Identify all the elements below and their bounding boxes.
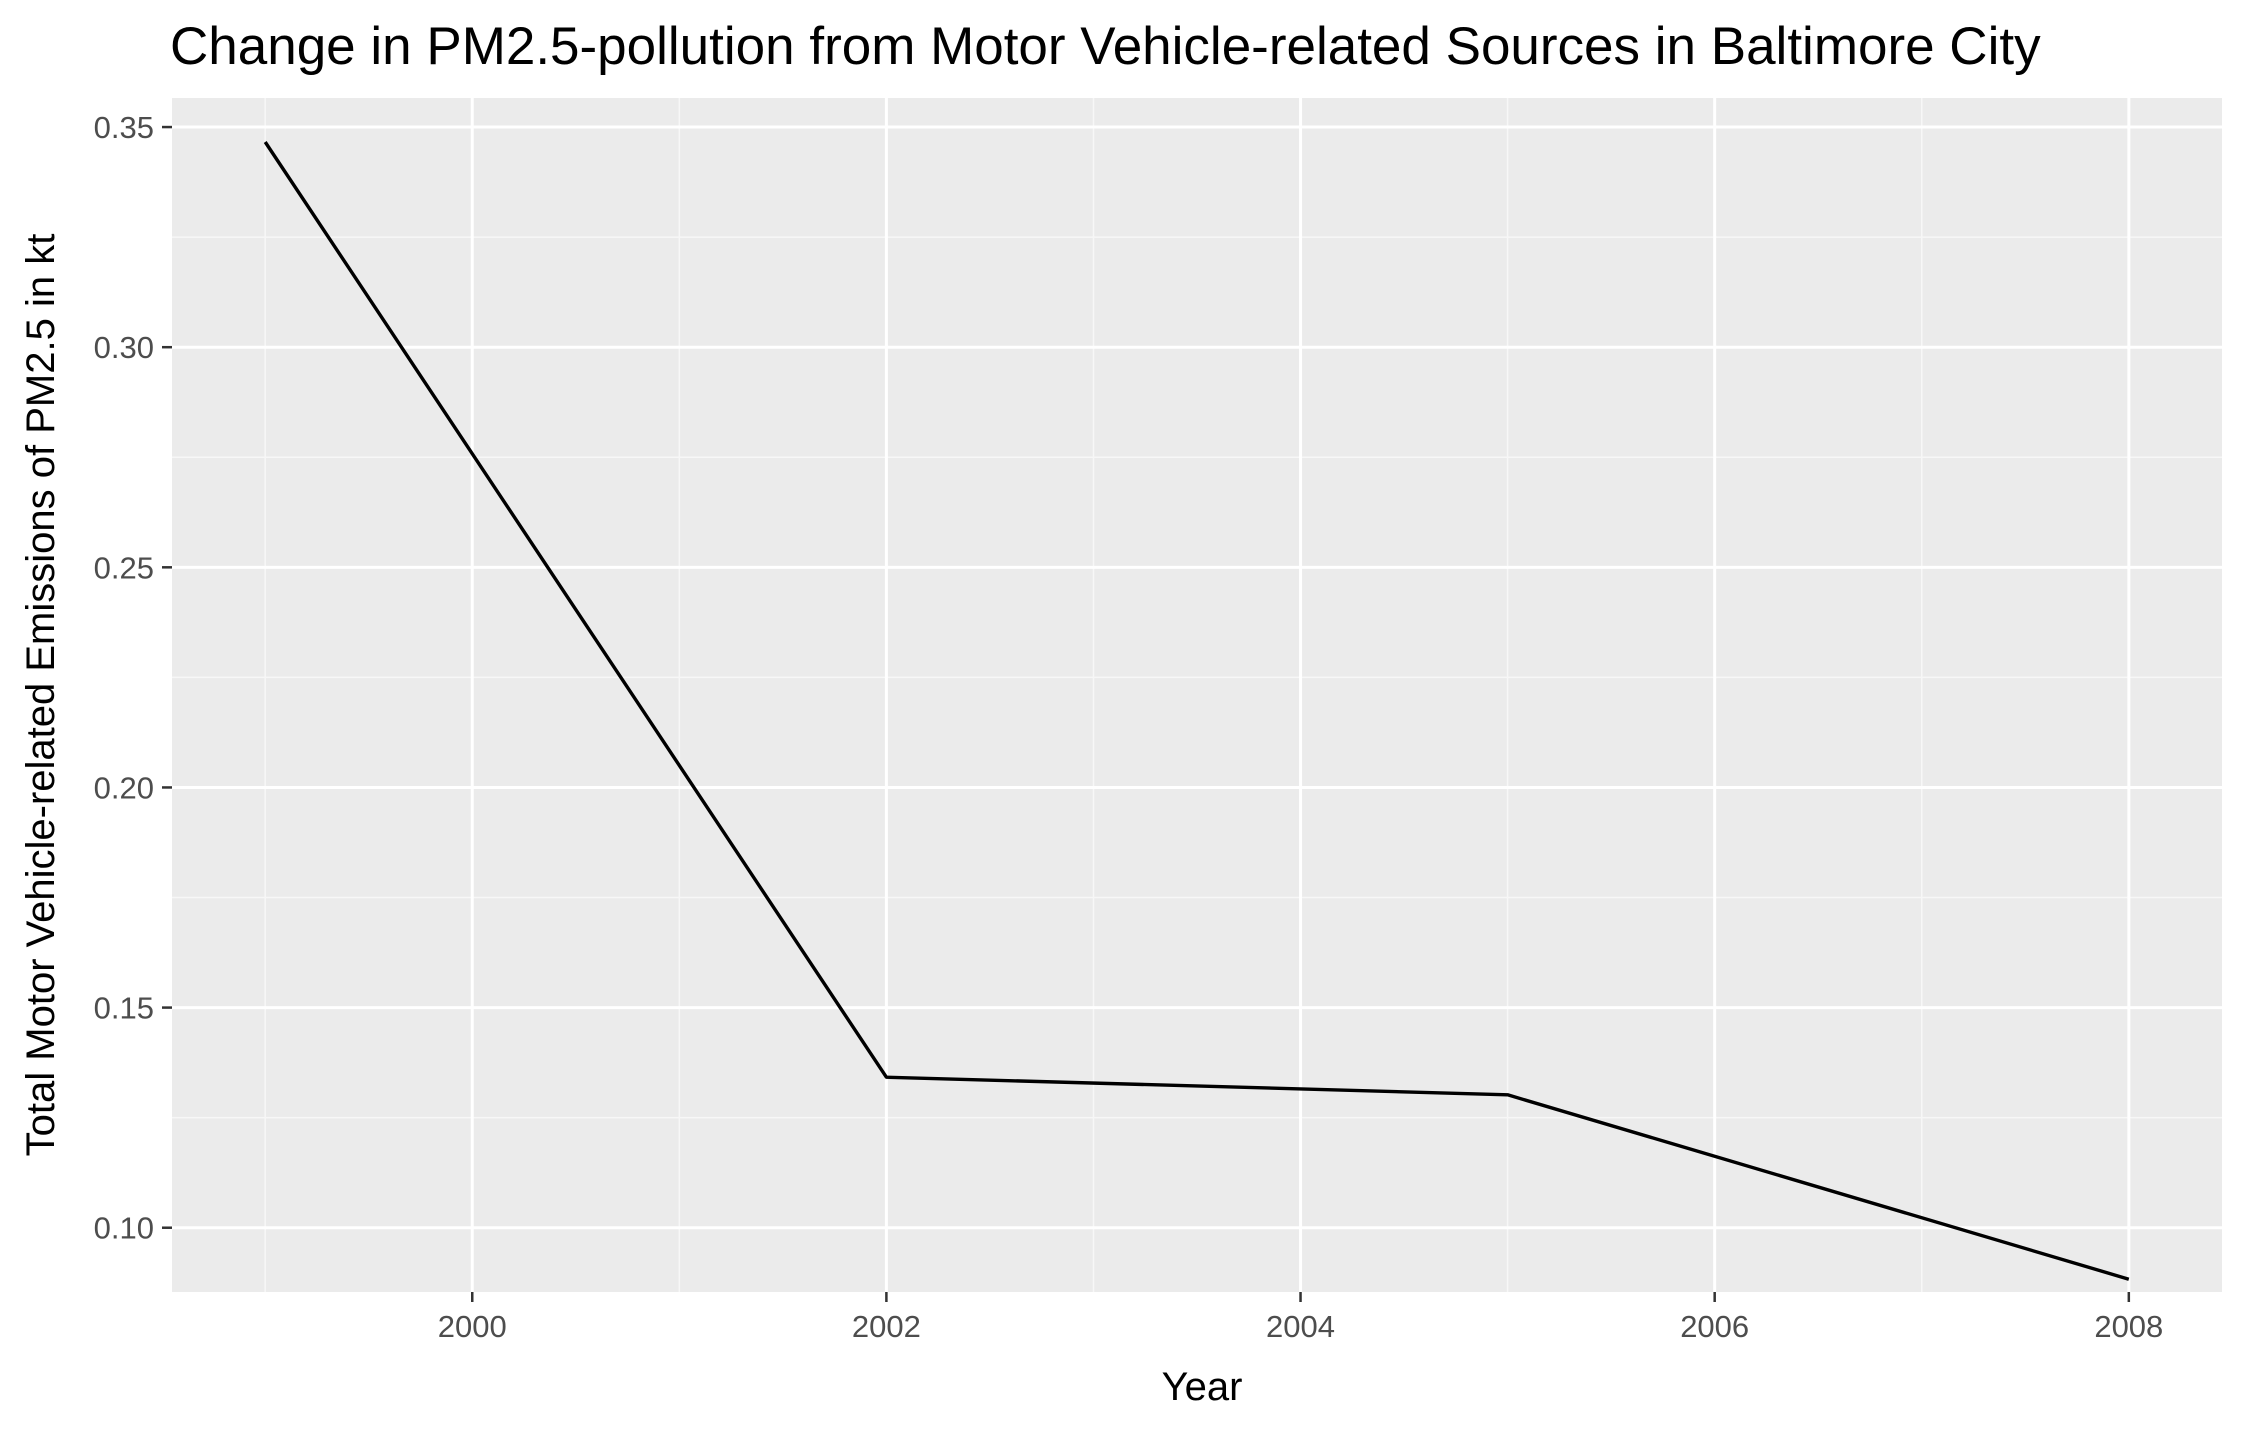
y-tick-label: 0.10: [94, 1211, 154, 1246]
y-tick-label: 0.20: [94, 770, 154, 805]
y-tick-label: 0.25: [94, 550, 154, 585]
data-point: [263, 140, 267, 144]
x-axis: 2000 2002 2004 2006 2008: [438, 1292, 2163, 1344]
y-axis: 0.10 0.15 0.20 0.25 0.30 0.35: [94, 110, 172, 1246]
x-tick-label: 2008: [2094, 1309, 2163, 1344]
data-point: [884, 1075, 888, 1079]
y-tick-label: 0.30: [94, 330, 154, 365]
x-tick-label: 2002: [852, 1309, 921, 1344]
chart-title: Change in PM2.5-pollution from Motor Veh…: [170, 17, 2041, 76]
data-point: [1506, 1093, 1510, 1097]
plot-panel: [172, 98, 2222, 1292]
major-gridlines: [172, 98, 2222, 1292]
panel-background: [172, 98, 2222, 1292]
x-axis-title: Year: [1162, 1365, 1243, 1409]
x-tick-label: 2006: [1680, 1309, 1749, 1344]
y-axis-title: Total Motor Vehicle-related Emissions of…: [19, 234, 63, 1157]
x-tick-label: 2004: [1266, 1309, 1335, 1344]
y-tick-label: 0.35: [94, 110, 154, 145]
series-line: [263, 141, 2130, 1281]
minor-gridlines: [172, 98, 2222, 1292]
y-tick-label: 0.15: [94, 991, 154, 1026]
x-tick-label: 2000: [438, 1309, 507, 1344]
data-point: [2127, 1277, 2131, 1281]
